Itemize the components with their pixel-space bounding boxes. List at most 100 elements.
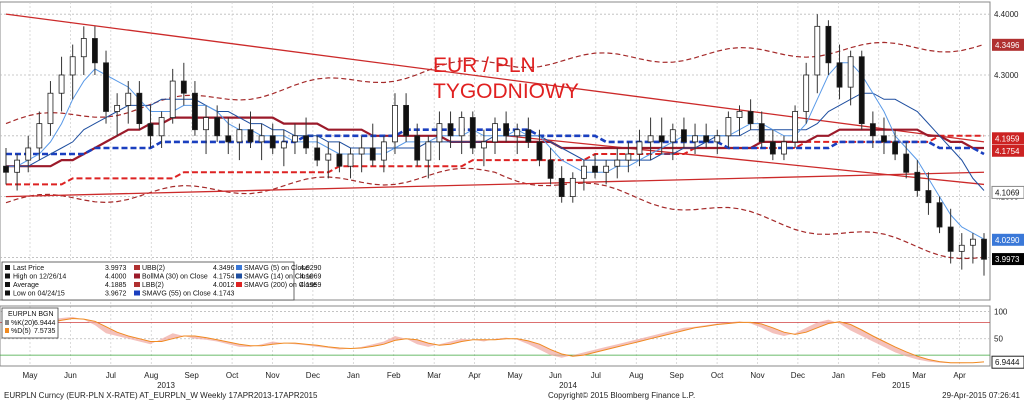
legend-label: SMAVG (14) on Close: [244, 274, 313, 281]
month-label: Jul: [591, 371, 601, 380]
candle-body: [347, 153, 354, 167]
osc-tick-label: 100: [994, 307, 1008, 316]
legend-value: 4.1885: [105, 282, 127, 289]
legend-value: 4.3496: [213, 265, 235, 272]
legend-swatch: [134, 290, 140, 296]
candle-body: [958, 244, 965, 252]
candle-body: [147, 123, 154, 137]
year-label: 2013: [157, 381, 175, 390]
candle-body: [69, 56, 76, 76]
legend-label: LBB(2): [142, 282, 164, 289]
legend-label: Average: [13, 282, 39, 289]
legend-label: UBB(2): [142, 265, 165, 272]
legend-swatch: [5, 290, 10, 296]
osc-legend-swatch: [5, 320, 9, 325]
month-label: Jan: [347, 371, 360, 380]
month-label: Jun: [549, 371, 562, 380]
candle-body: [758, 123, 765, 143]
candle-body: [981, 238, 987, 260]
price-tag-box: [992, 38, 1024, 51]
candle-body: [469, 117, 476, 149]
candle-body: [936, 202, 943, 228]
legend-swatch: [5, 282, 10, 287]
legend-value: 3.9973: [105, 265, 127, 272]
trendline: [506, 135, 985, 186]
osc-legend-label: %D(5): [11, 328, 31, 335]
candle-body: [714, 135, 721, 143]
legend: Last Price 3.9973 High on 12/26/14 4.4000 Av…: [1, 261, 322, 339]
candle-body: [25, 147, 32, 161]
osc-legend-swatch: [5, 328, 9, 333]
candle-body: [492, 123, 498, 143]
candle-body: [458, 117, 465, 137]
candle-body: [436, 123, 443, 143]
month-label: Jun: [64, 371, 77, 380]
legend-value: 4.4000: [105, 274, 127, 281]
legend-box: [1, 261, 295, 301]
candle-body: [547, 159, 554, 179]
candle-body: [725, 117, 732, 137]
candle-body: [636, 141, 643, 155]
candle-body: [303, 135, 309, 149]
candle-body: [769, 141, 776, 155]
candle-body: [603, 165, 610, 173]
candle-body: [825, 25, 832, 64]
smavg200-line: [6, 134, 984, 186]
candle-body: [258, 135, 265, 143]
bollinger-bands: [5, 41, 985, 260]
chart-title: EUR / PLN: [433, 54, 536, 77]
candle-body: [814, 25, 821, 76]
candle-body: [614, 159, 621, 167]
legend-value: 4.0012: [213, 282, 235, 289]
candle-body: [114, 104, 121, 112]
candle-body: [380, 141, 387, 161]
legend-value: 4.1069: [300, 274, 322, 281]
candle-body: [925, 190, 932, 204]
legend-label: Last Price: [13, 265, 44, 272]
candle-body: [292, 135, 298, 143]
price-tag-box: [992, 233, 1024, 246]
candle-body: [669, 129, 676, 143]
candle-body: [969, 238, 976, 246]
footer-right: 29-Apr-2015 07:26:41: [942, 391, 1020, 400]
candle-body: [192, 92, 198, 131]
candle-body: [14, 159, 21, 173]
price-tick-label: 4.3000: [994, 71, 1019, 80]
candle-body: [803, 74, 810, 112]
month-label: Oct: [226, 371, 239, 380]
candle-body: [947, 226, 954, 252]
osc-tag-box: [991, 355, 1024, 369]
price-tags: 4.3496 4.1959 4.1754 4.1069 4.0290 3.9973 6.94…: [991, 38, 1024, 369]
candle-body: [858, 56, 865, 125]
legend-label: High on 12/26/14: [13, 274, 66, 281]
osc-panel-frame: [0, 305, 991, 367]
legend-swatch: [134, 273, 140, 279]
candle-body: [392, 104, 398, 143]
candle-body: [280, 141, 287, 149]
price-tag-label: 4.1754: [995, 147, 1020, 156]
candle-body: [325, 153, 332, 161]
candle-body: [180, 80, 187, 94]
price-tag-label: 4.1959: [995, 134, 1020, 143]
osc-legend-label: %K(20): [11, 320, 34, 327]
month-label: Nov: [750, 371, 764, 380]
candle-body: [480, 141, 487, 149]
candle-body: [58, 74, 65, 94]
month-label: Aug: [629, 371, 643, 380]
legend-value: 4.0290: [300, 265, 322, 272]
candle-body: [736, 111, 743, 118]
candle-body: [47, 92, 54, 125]
price-tag-label: 4.1069: [995, 188, 1020, 197]
candle-body: [3, 165, 9, 173]
trendline: [5, 13, 985, 143]
candle-body: [425, 141, 432, 161]
candlesticks: [3, 14, 987, 276]
candle-body: [903, 153, 910, 173]
legend-swatch: [134, 265, 140, 270]
candle-body: [403, 104, 409, 137]
month-label: Jan: [832, 371, 845, 380]
month-label: May: [507, 371, 522, 380]
osc-tick-label: 50: [994, 335, 1003, 344]
candle-body: [269, 135, 276, 149]
legend-label: SMAVG (55) on Close: [142, 291, 211, 298]
